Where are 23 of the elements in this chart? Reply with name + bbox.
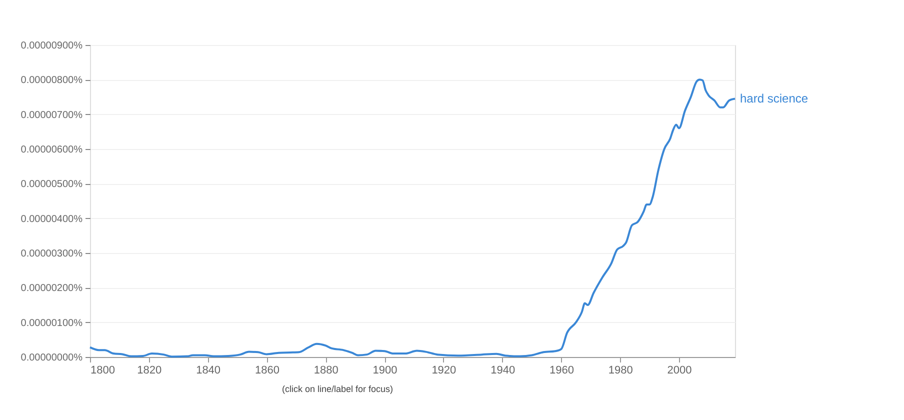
- y-tick-label: 0.00000700%: [20, 110, 83, 121]
- x-tick-label: 1840: [196, 364, 221, 376]
- y-tick-label: 0.00000800%: [20, 75, 83, 86]
- x-tick-label: 1820: [137, 364, 162, 376]
- y-tick-label: 0.00000500%: [20, 179, 83, 190]
- x-tick-label: 1800: [90, 364, 115, 376]
- x-tick-label: 2000: [667, 364, 692, 376]
- y-tick-label: 0.00000900%: [20, 40, 83, 52]
- text: (click on line/label for focus): [282, 384, 394, 394]
- x-tick-label: 1900: [372, 364, 398, 376]
- x-tick-label: 1920: [432, 364, 456, 376]
- x-tick-label: 1960: [549, 364, 574, 376]
- y-tick-label: 0.00000400%: [20, 214, 83, 225]
- y-tick-label: 0.00000200%: [20, 283, 83, 294]
- y-tick-label: 0.00000000%: [20, 352, 83, 364]
- y-tick-label: 0.00000600%: [20, 144, 83, 156]
- y-tick-label: 0.00000100%: [20, 318, 83, 329]
- series-label: hard science: [740, 92, 808, 106]
- x-tick-label: 1980: [608, 364, 633, 376]
- x-tick-label: 1860: [254, 364, 280, 376]
- x-tick-label: 1940: [490, 364, 516, 376]
- y-tick-label: 0.00000300%: [20, 248, 83, 260]
- x-tick-label: 1880: [314, 364, 338, 376]
